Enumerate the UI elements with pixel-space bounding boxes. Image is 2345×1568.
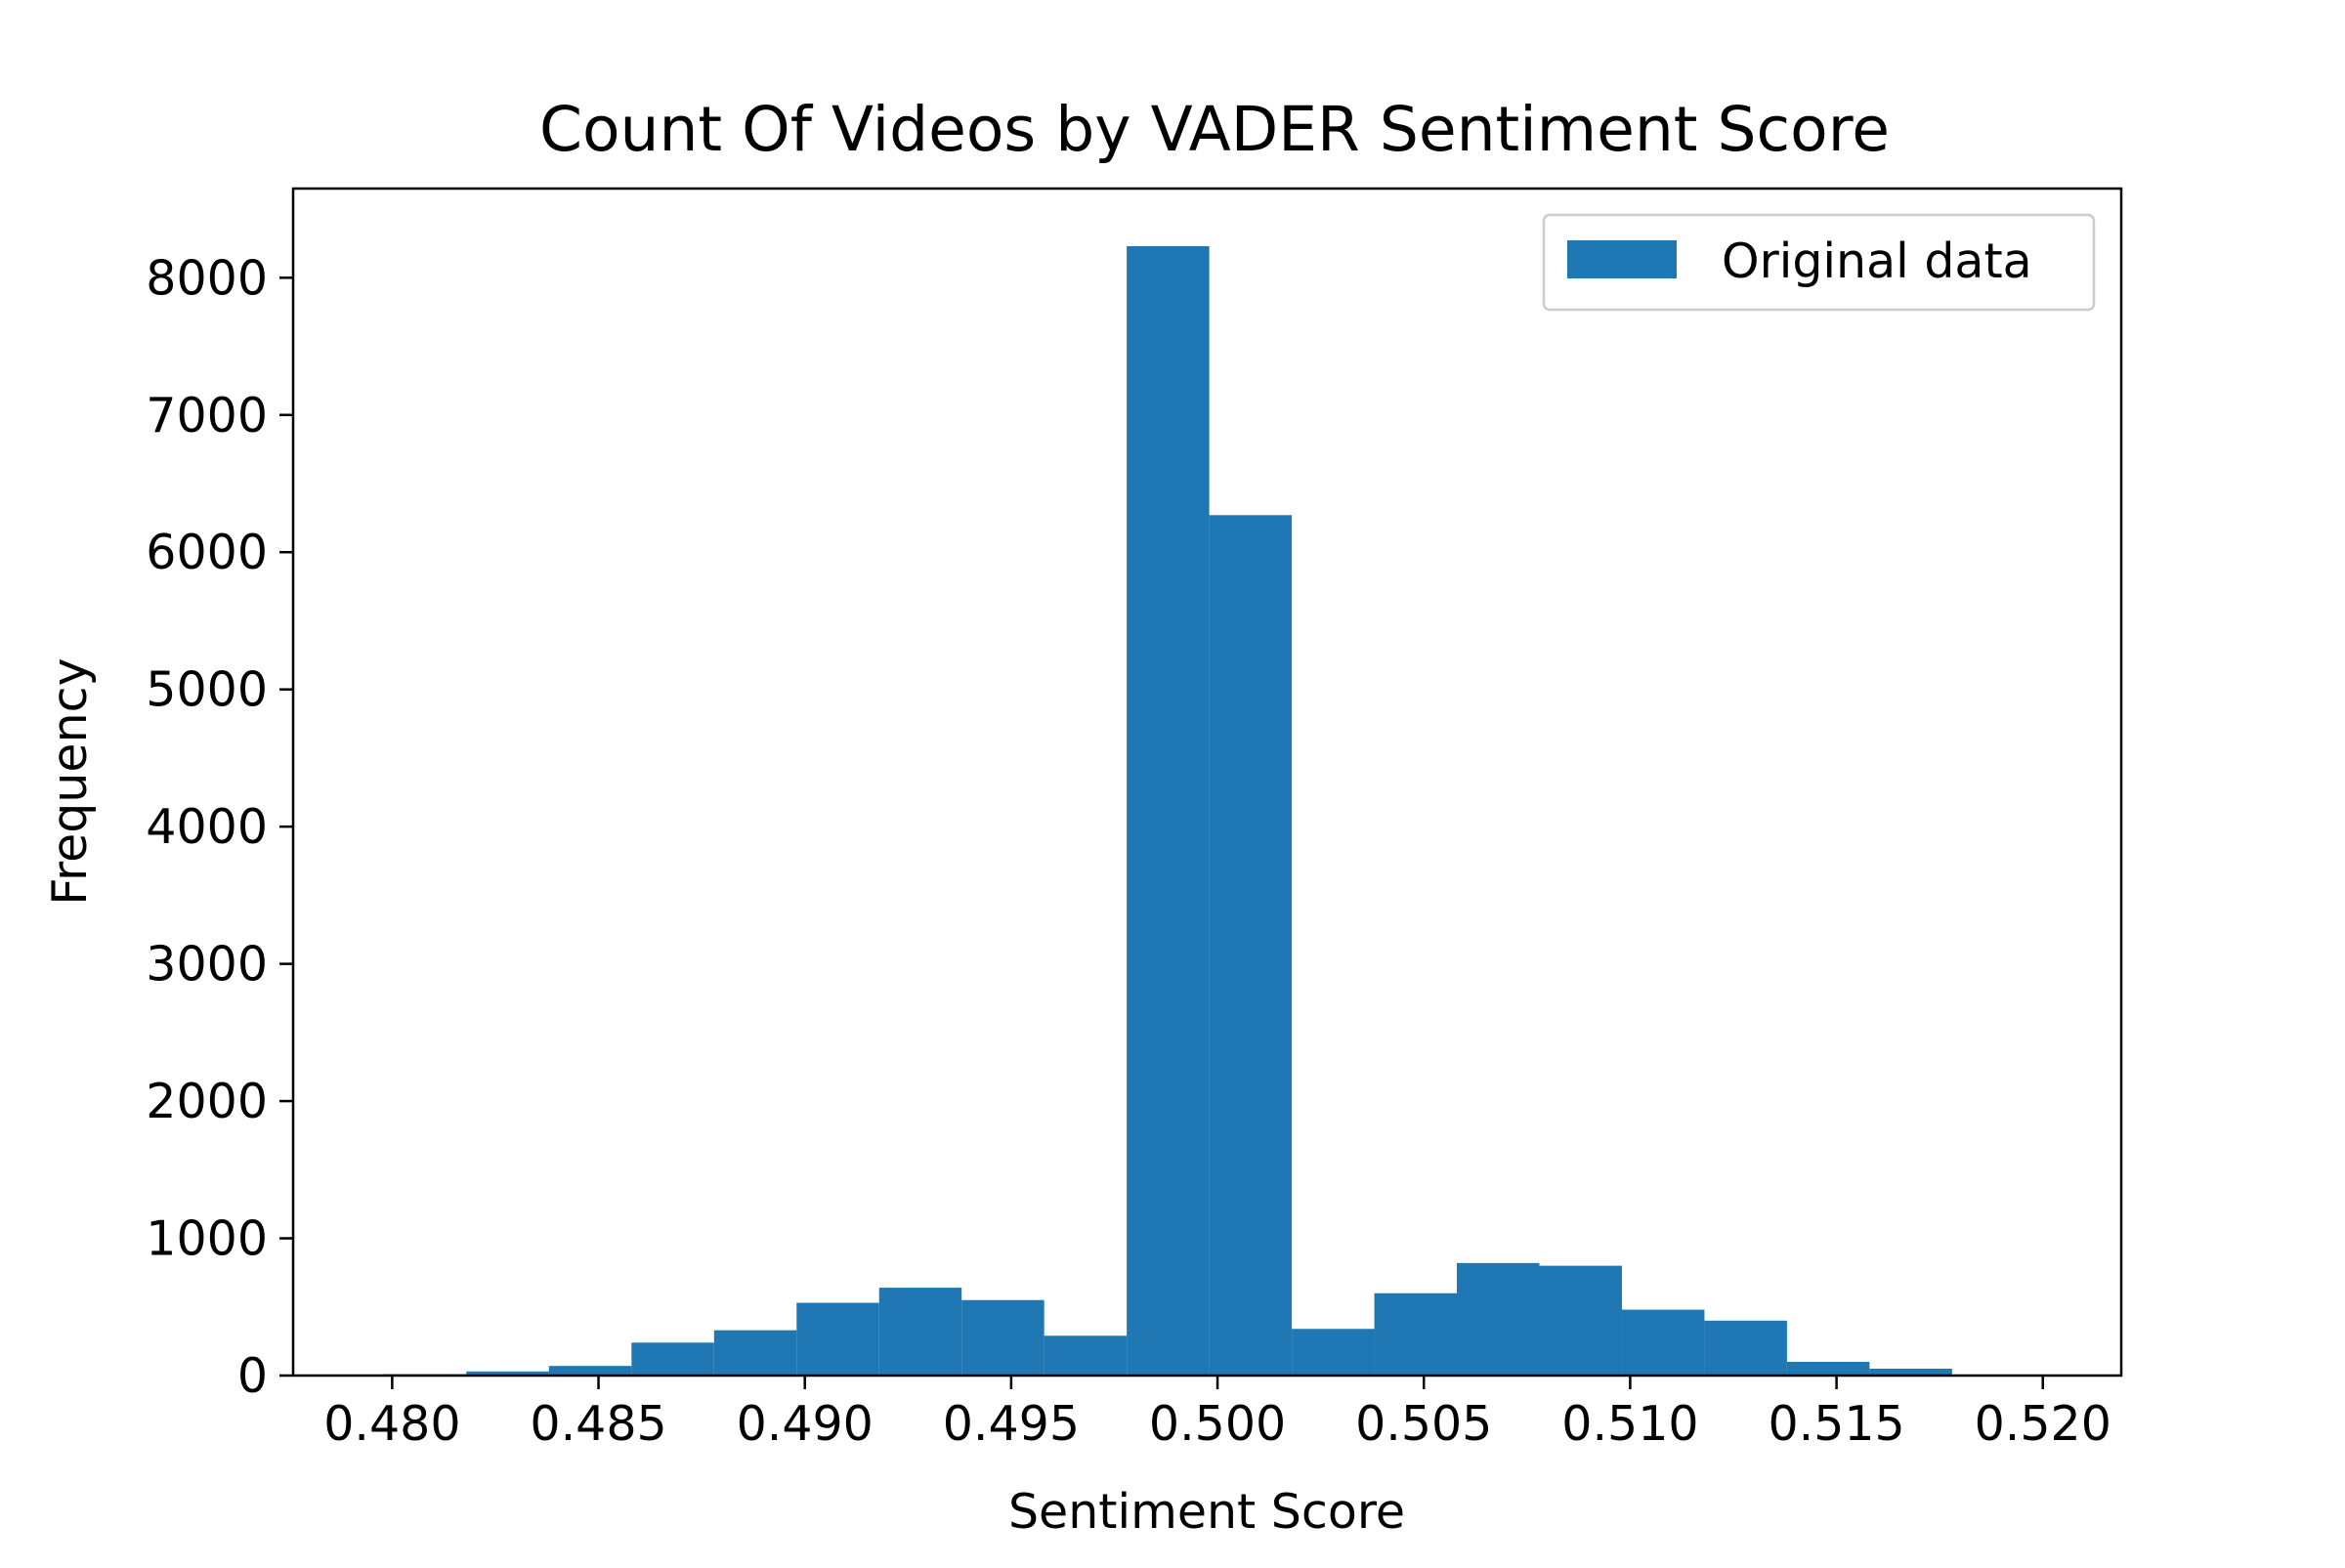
histogram-bar [1786, 1361, 1870, 1376]
histogram-bar [1044, 1335, 1128, 1376]
histogram-bar [1539, 1265, 1622, 1376]
y-tick-label: 6000 [146, 525, 268, 580]
histogram-bar [466, 1371, 549, 1376]
y-tick-label: 3000 [146, 937, 268, 993]
x-axis-label: Sentiment Score [1008, 1484, 1405, 1540]
y-tick-label: 4000 [146, 799, 268, 855]
plot-area-frame [291, 187, 2123, 1377]
y-tick-label: 7000 [146, 388, 268, 444]
x-tick-label: 0.505 [1355, 1396, 1492, 1452]
histogram-bar [878, 1288, 962, 1376]
x-tick-label: 0.510 [1561, 1396, 1698, 1452]
legend-label: Original data [1722, 233, 2032, 289]
histogram-bar [1292, 1329, 1375, 1376]
x-tick-label: 0.500 [1149, 1396, 1286, 1452]
histogram-bar [1374, 1293, 1458, 1376]
histogram-bar [631, 1342, 714, 1376]
histogram-bar [796, 1302, 879, 1376]
histogram-bar [1209, 515, 1293, 1376]
histogram-bar [961, 1299, 1045, 1376]
legend: Original data [1542, 213, 2096, 312]
x-tick-label: 0.490 [737, 1396, 874, 1452]
legend-swatch [1567, 240, 1677, 278]
y-axis-label: Frequency [42, 657, 98, 905]
histogram-bar [1621, 1309, 1705, 1376]
histogram-bar [548, 1366, 632, 1376]
y-axis-ticks: 0 1000 2000 3000 4000 5000 6000 7000 8000 [146, 250, 293, 1404]
histogram-bar [1869, 1368, 1952, 1376]
histogram-bar [1457, 1262, 1540, 1376]
y-tick-label: 2000 [146, 1074, 268, 1129]
x-tick-label: 0.495 [943, 1396, 1080, 1452]
histogram-bars [383, 245, 2035, 1376]
histogram-bar [1127, 245, 1210, 1376]
histogram-bar [1704, 1320, 1787, 1376]
x-axis-ticks: 0.480 0.485 0.490 0.495 0.500 0.505 0.510 0.515… [323, 1376, 2111, 1452]
x-tick-label: 0.480 [323, 1396, 460, 1452]
y-tick-label: 5000 [146, 662, 268, 718]
x-tick-label: 0.485 [530, 1396, 666, 1452]
chart-title: Count Of Videos by VADER Sentiment Score [539, 94, 1890, 165]
y-tick-label: 0 [237, 1348, 268, 1404]
legend-box [1542, 213, 2096, 312]
y-tick-label: 8000 [146, 250, 268, 306]
x-tick-label: 0.515 [1768, 1396, 1904, 1452]
x-tick-label: 0.520 [1975, 1396, 2111, 1452]
y-tick-label: 1000 [146, 1211, 268, 1267]
histogram-bar [713, 1330, 797, 1376]
